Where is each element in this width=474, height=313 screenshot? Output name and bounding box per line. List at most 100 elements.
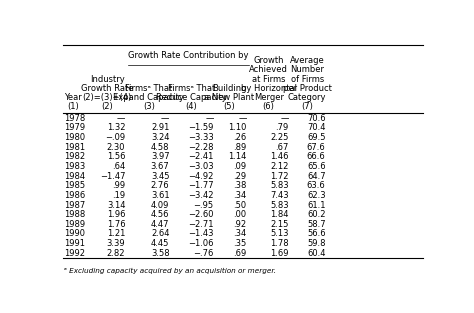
Text: (6): (6) [263,102,274,111]
Text: −4.92: −4.92 [188,172,213,181]
Text: −3.42: −3.42 [188,191,213,200]
Text: −3.03: −3.03 [188,162,213,171]
Text: 1979: 1979 [64,123,85,132]
Text: —: — [238,114,246,123]
Text: (7): (7) [301,102,313,111]
Text: 3.24: 3.24 [151,133,169,142]
Text: 1.14: 1.14 [228,152,246,162]
Text: 2.12: 2.12 [271,162,289,171]
Text: 5.83: 5.83 [270,201,289,210]
Text: Category: Category [288,93,327,102]
Text: 1978: 1978 [64,114,85,123]
Text: 1.84: 1.84 [270,210,289,219]
Text: Year: Year [64,93,82,102]
Text: −2.28: −2.28 [188,143,213,152]
Text: .99: .99 [112,181,125,190]
Text: of Firms: of Firms [291,74,324,84]
Text: 3.45: 3.45 [151,172,169,181]
Text: 60.4: 60.4 [307,249,326,258]
Text: 3.61: 3.61 [151,191,169,200]
Text: −1.43: −1.43 [188,229,213,239]
Text: Reduce Capacity: Reduce Capacity [156,93,227,102]
Text: 1.78: 1.78 [270,239,289,248]
Text: 1983: 1983 [64,162,85,171]
Text: 4.09: 4.09 [151,201,169,210]
Text: Merger: Merger [254,93,283,102]
Text: 1982: 1982 [64,152,85,162]
Text: 58.7: 58.7 [307,220,326,229]
Text: −1.77: −1.77 [188,181,213,190]
Text: —: — [117,114,125,123]
Text: −1.59: −1.59 [188,123,213,132]
Text: 1990: 1990 [64,229,85,239]
Text: 70.6: 70.6 [307,114,326,123]
Text: (2)=(3)+(4): (2)=(3)+(4) [82,93,132,102]
Text: .92: .92 [234,220,246,229]
Text: 1991: 1991 [64,239,85,248]
Text: by Horizontal: by Horizontal [241,84,297,93]
Text: ᵃ Excluding capacity acquired by an acquisition or merger.: ᵃ Excluding capacity acquired by an acqu… [64,268,276,275]
Text: 2.15: 2.15 [271,220,289,229]
Text: 66.6: 66.6 [307,152,326,162]
Text: 67.6: 67.6 [307,143,326,152]
Text: .79: .79 [275,123,289,132]
Text: 1980: 1980 [64,133,85,142]
Text: 7.43: 7.43 [270,191,289,200]
Text: 2.82: 2.82 [107,249,125,258]
Text: 62.3: 62.3 [307,191,326,200]
Text: 2.91: 2.91 [151,123,169,132]
Text: −3.33: −3.33 [188,133,213,142]
Text: (2): (2) [101,102,113,111]
Text: 3.67: 3.67 [151,162,169,171]
Text: 1.32: 1.32 [107,123,125,132]
Text: 4.47: 4.47 [151,220,169,229]
Text: 1986: 1986 [64,191,85,200]
Text: Industry: Industry [90,74,124,84]
Text: 2.30: 2.30 [107,143,125,152]
Text: Growth Rate: Growth Rate [81,84,133,93]
Text: 1.72: 1.72 [270,172,289,181]
Text: 1981: 1981 [64,143,85,152]
Text: Achieved: Achieved [249,65,288,74]
Text: −.09: −.09 [105,133,125,142]
Text: −.95: −.95 [193,201,213,210]
Text: 60.2: 60.2 [307,210,326,219]
Text: 2.25: 2.25 [271,133,289,142]
Text: 2.76: 2.76 [151,181,169,190]
Text: —: — [161,114,169,123]
Text: (3): (3) [143,102,155,111]
Text: Growth: Growth [254,56,284,65]
Text: 3.58: 3.58 [151,249,169,258]
Text: —: — [281,114,289,123]
Text: −1.06: −1.06 [188,239,213,248]
Text: .26: .26 [233,133,246,142]
Text: 56.6: 56.6 [307,229,326,239]
Text: .38: .38 [233,181,246,190]
Text: 1988: 1988 [64,210,85,219]
Text: .69: .69 [233,249,246,258]
Text: Number: Number [290,65,324,74]
Text: at Firms: at Firms [252,74,285,84]
Text: 4.56: 4.56 [151,210,169,219]
Text: Expand Capacity: Expand Capacity [113,93,184,102]
Text: −.76: −.76 [193,249,213,258]
Text: 3.97: 3.97 [151,152,169,162]
Text: Average: Average [290,56,325,65]
Text: .34: .34 [233,191,246,200]
Text: 4.58: 4.58 [151,143,169,152]
Text: 1.21: 1.21 [107,229,125,239]
Text: Growth Rate Contribution by: Growth Rate Contribution by [128,51,249,60]
Text: 1985: 1985 [64,181,85,190]
Text: −2.60: −2.60 [188,210,213,219]
Text: .19: .19 [112,191,125,200]
Text: 1.10: 1.10 [228,123,246,132]
Text: 1987: 1987 [64,201,85,210]
Text: 2.64: 2.64 [151,229,169,239]
Text: −2.41: −2.41 [188,152,213,162]
Text: 64.7: 64.7 [307,172,326,181]
Text: 1984: 1984 [64,172,85,181]
Text: 1.46: 1.46 [270,152,289,162]
Text: 59.8: 59.8 [307,239,326,248]
Text: Firmsᵃ That: Firmsᵃ That [168,84,215,93]
Text: 5.13: 5.13 [270,229,289,239]
